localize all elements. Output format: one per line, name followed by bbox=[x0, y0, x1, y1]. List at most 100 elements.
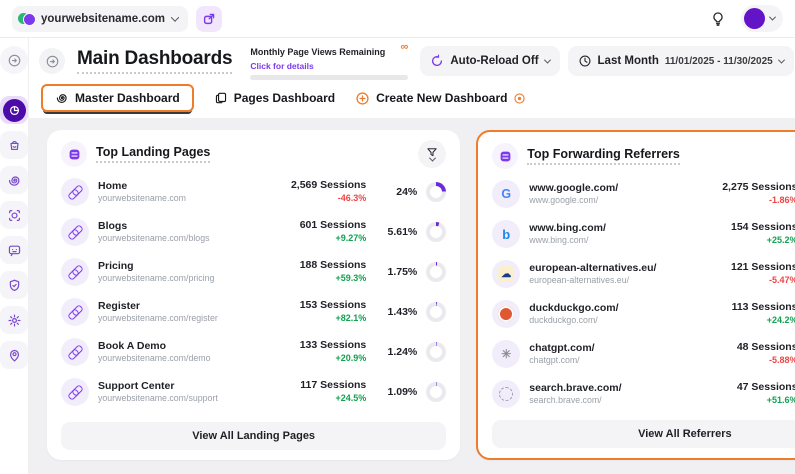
store-bag-icon bbox=[7, 138, 22, 153]
landing-page-row[interactable]: Register yourwebsitename.com/register 15… bbox=[61, 292, 447, 332]
pages-icon bbox=[214, 91, 228, 105]
sessions-count: 154 Sessions bbox=[730, 221, 795, 234]
referrer-row[interactable]: duckduckgo.com/ duckduckgo.com/ 113 Sess… bbox=[492, 294, 795, 334]
tab-label: Create New Dashboard bbox=[376, 91, 508, 105]
referrer-row[interactable]: b www.bing.com/ www.bing.com/ 154 Sessio… bbox=[492, 214, 795, 254]
chevron-down-icon bbox=[543, 56, 551, 64]
sidebar-item-sources[interactable] bbox=[0, 166, 28, 194]
link-icon bbox=[67, 304, 83, 320]
database-icon bbox=[61, 141, 87, 167]
change-percent: +20.9% bbox=[335, 352, 367, 363]
landing-page-row[interactable]: Book A Demo yourwebsitename.com/demo 133… bbox=[61, 332, 447, 372]
link-icon bbox=[67, 344, 83, 360]
referrer-row[interactable]: ☁ european-alternatives.eu/ european-alt… bbox=[492, 254, 795, 294]
swirl-icon bbox=[7, 173, 22, 188]
referrer-name: chatgpt.com/ bbox=[529, 341, 595, 354]
sessions-count: 113 Sessions bbox=[731, 301, 795, 314]
swirl-icon bbox=[55, 91, 69, 105]
google-favicon: G bbox=[501, 187, 512, 201]
chevron-down-icon bbox=[777, 56, 785, 64]
referrers-list: G www.google.com/ www.google.com/ 2,275 … bbox=[492, 174, 795, 414]
brave-favicon bbox=[499, 387, 514, 401]
open-site-button[interactable] bbox=[195, 5, 222, 32]
collapse-sidebar-button[interactable] bbox=[39, 48, 65, 74]
change-percent: +9.27% bbox=[335, 232, 367, 243]
donut-chart bbox=[426, 222, 447, 242]
pageviews-value: ∞ bbox=[400, 41, 409, 53]
sessions-count: 121 Sessions bbox=[730, 261, 795, 274]
page-title: Main Dashboards bbox=[77, 48, 233, 74]
plus-circle-icon bbox=[355, 91, 370, 106]
card-title: Top Forwarding Referrers bbox=[527, 147, 680, 165]
user-menu[interactable] bbox=[741, 5, 783, 32]
tab-label: Master Dashboard bbox=[75, 91, 180, 105]
link-icon bbox=[67, 384, 83, 400]
share-percent: 1.75% bbox=[387, 266, 418, 278]
pageviews-widget: Monthly Page Views Remaining Click for d… bbox=[250, 41, 409, 80]
page-url: yourwebsitename.com/support bbox=[98, 393, 218, 404]
range-dates: 11/01/2025 - 11/30/2025 bbox=[664, 55, 773, 67]
link-icon bbox=[67, 224, 83, 240]
face-scan-icon bbox=[7, 208, 22, 223]
filter-button[interactable] bbox=[418, 140, 447, 168]
sidebar-item-locations[interactable] bbox=[0, 341, 28, 369]
dashboard-content: Top Landing Pages Home yourwebsitename. bbox=[29, 118, 795, 474]
sidebar-collapse-button[interactable] bbox=[0, 46, 28, 74]
change-percent: +25.2% bbox=[766, 234, 795, 245]
referrer-row[interactable]: search.brave.com/ search.brave.com/ 47 S… bbox=[492, 374, 795, 414]
date-range-picker[interactable]: Last Month 11/01/2025 - 11/30/2025 bbox=[567, 46, 794, 76]
tab-label: Pages Dashboard bbox=[233, 91, 336, 105]
sessions-count: 133 Sessions bbox=[299, 339, 367, 352]
auto-reload-dropdown[interactable]: Auto-Reload Off bbox=[420, 46, 560, 76]
landing-page-row[interactable]: Support Center yourwebsitename.com/suppo… bbox=[61, 372, 447, 412]
change-percent: +24.5% bbox=[335, 392, 367, 403]
landing-page-row[interactable]: Pricing yourwebsitename.com/pricing 188 … bbox=[61, 252, 447, 292]
landing-page-row[interactable]: Home yourwebsitename.com 2,569 Sessions … bbox=[61, 172, 447, 212]
bing-favicon: b bbox=[502, 226, 511, 242]
page-name: Register bbox=[98, 299, 141, 312]
tips-button[interactable] bbox=[705, 6, 731, 32]
view-all-landing-pages-button[interactable]: View All Landing Pages bbox=[61, 422, 447, 450]
sidebar-item-chat[interactable] bbox=[0, 236, 28, 264]
view-all-referrers-button[interactable]: View All Referrers bbox=[492, 420, 795, 448]
referrer-name: www.bing.com/ bbox=[529, 221, 606, 234]
pageviews-details-link[interactable]: Click for details bbox=[250, 61, 314, 71]
site-selector[interactable]: yourwebsitename.com bbox=[12, 5, 188, 32]
sidebar-item-store[interactable] bbox=[0, 131, 28, 159]
tab-master-dashboard[interactable]: Master Dashboard bbox=[41, 84, 194, 112]
landing-page-row[interactable]: Blogs yourwebsitename.com/blogs 601 Sess… bbox=[61, 212, 447, 252]
change-percent: +24.2% bbox=[766, 314, 795, 325]
referrer-row[interactable]: ✳ chatgpt.com/ chatgpt.com/ 48 Sessions … bbox=[492, 334, 795, 374]
sidebar-item-security[interactable] bbox=[0, 271, 28, 299]
link-icon bbox=[67, 264, 83, 280]
referrer-url: european-alternatives.eu/ bbox=[529, 275, 630, 286]
lightbulb-icon bbox=[710, 11, 726, 27]
change-percent: +51.6% bbox=[766, 394, 795, 405]
referrer-name: european-alternatives.eu/ bbox=[529, 261, 657, 274]
sidebar-item-settings[interactable] bbox=[0, 306, 28, 334]
referrer-url: search.brave.com/ bbox=[529, 395, 602, 406]
duckduckgo-favicon bbox=[498, 306, 515, 322]
change-percent: +59.3% bbox=[335, 272, 367, 283]
donut-chart bbox=[426, 382, 447, 402]
tab-pages-dashboard[interactable]: Pages Dashboard bbox=[214, 91, 335, 105]
page-url: yourwebsitename.com/register bbox=[98, 313, 218, 324]
page-header: Main Dashboards Monthly Page Views Remai… bbox=[29, 38, 795, 82]
referrer-url: www.google.com/ bbox=[529, 195, 599, 206]
avatar bbox=[744, 8, 765, 29]
gear-icon bbox=[7, 313, 22, 328]
share-percent: 5.61% bbox=[387, 226, 418, 238]
change-percent: +82.1% bbox=[335, 312, 367, 323]
tab-create-new-dashboard[interactable]: Create New Dashboard bbox=[355, 91, 526, 106]
shield-check-icon bbox=[7, 278, 22, 293]
landing-pages-list: Home yourwebsitename.com 2,569 Sessions … bbox=[61, 172, 447, 412]
referrer-url: chatgpt.com/ bbox=[529, 355, 580, 366]
referrer-name: duckduckgo.com/ bbox=[529, 301, 619, 314]
sidebar-item-visitors[interactable] bbox=[0, 201, 28, 229]
change-percent: -5.47% bbox=[769, 274, 795, 285]
sidebar-item-dashboards[interactable] bbox=[0, 96, 28, 124]
referrer-row[interactable]: G www.google.com/ www.google.com/ 2,275 … bbox=[492, 174, 795, 214]
dashboard-tabs: Master Dashboard Pages Dashboard Create … bbox=[29, 82, 795, 118]
arrow-circle-icon bbox=[45, 54, 60, 69]
page-name: Home bbox=[98, 179, 128, 192]
